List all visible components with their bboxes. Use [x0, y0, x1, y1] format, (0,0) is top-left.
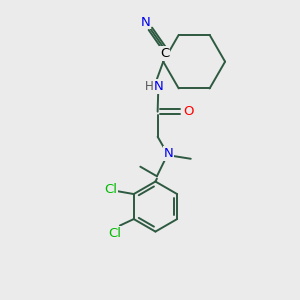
- Text: N: N: [154, 80, 164, 93]
- Text: N: N: [141, 16, 151, 29]
- Text: H: H: [145, 80, 154, 93]
- Text: N: N: [164, 147, 174, 160]
- Text: C: C: [160, 47, 169, 60]
- Text: Cl: Cl: [105, 183, 118, 196]
- Text: Cl: Cl: [109, 227, 122, 240]
- Text: O: O: [183, 105, 194, 118]
